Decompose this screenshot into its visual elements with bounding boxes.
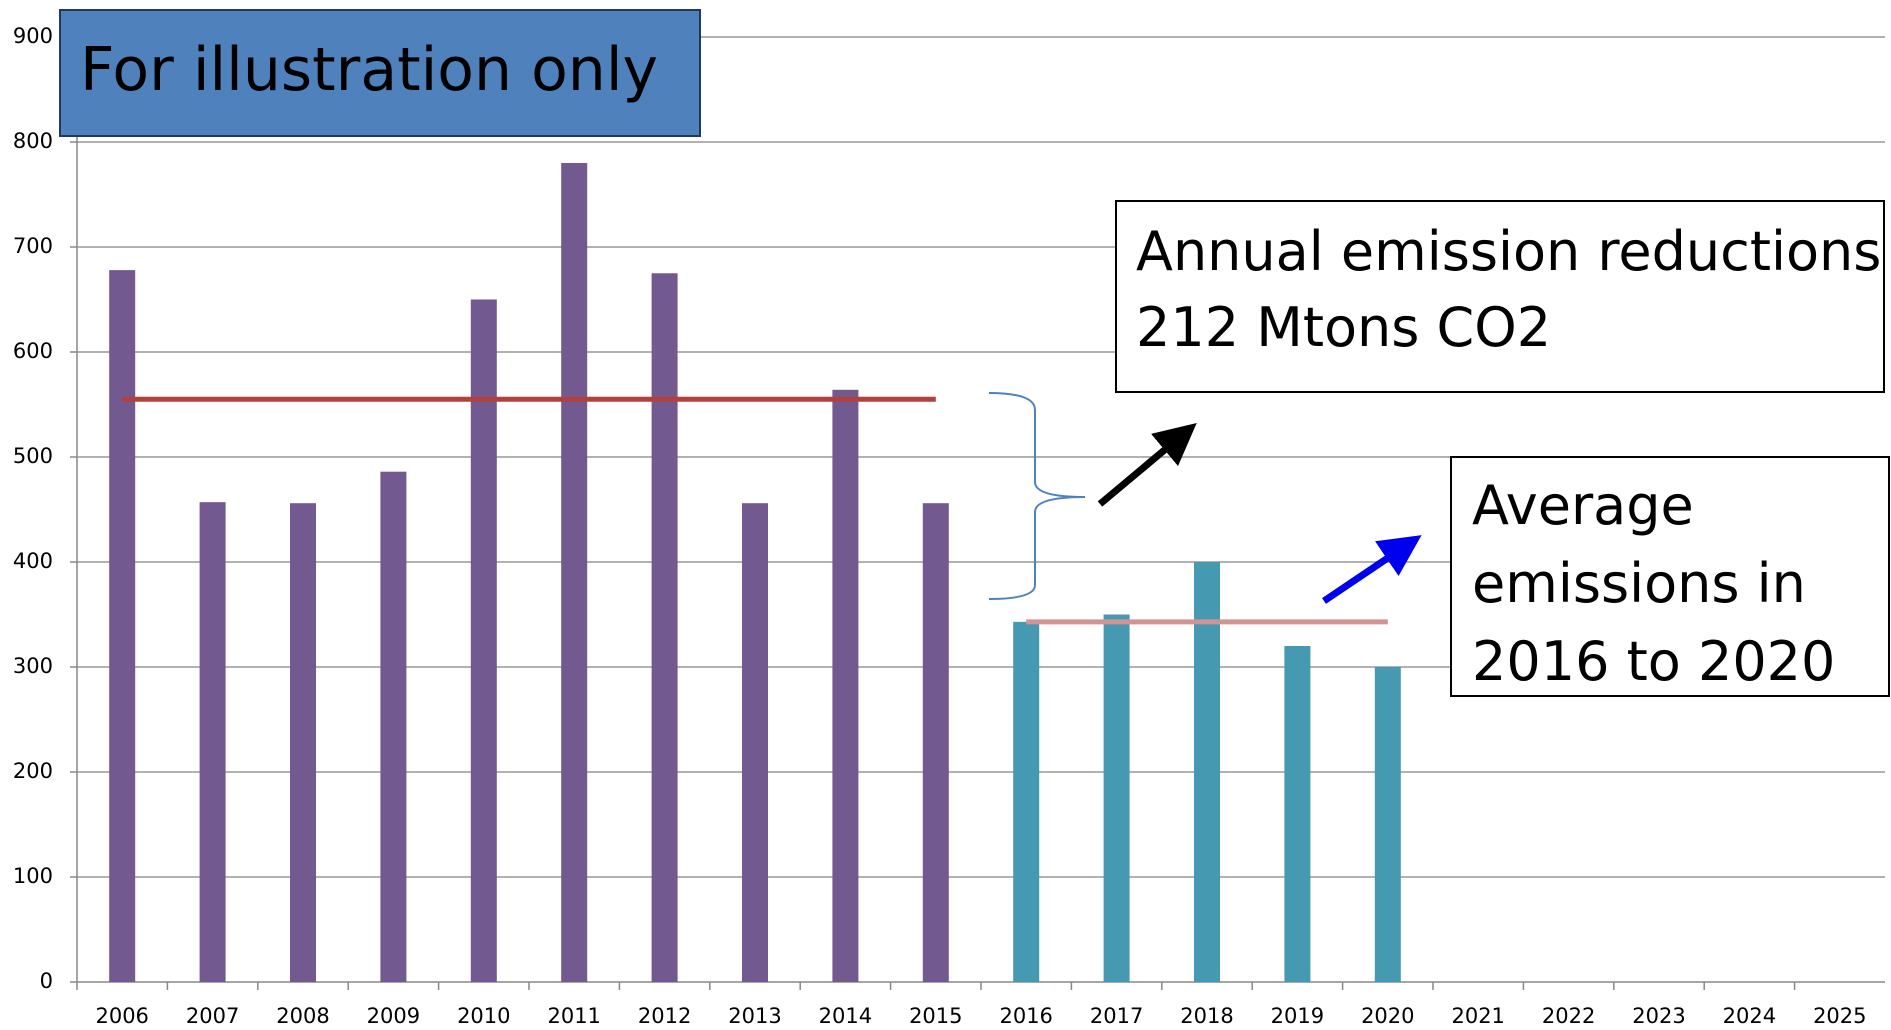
y-tick-label: 500: [13, 444, 53, 468]
annotation-text: Average: [1472, 474, 1694, 537]
y-tick-label: 300: [13, 654, 53, 678]
x-tick-label: 2006: [95, 1004, 148, 1028]
bar: [561, 163, 588, 982]
bar: [742, 503, 768, 982]
x-tick-label: 2009: [367, 1004, 420, 1028]
y-tick-label: 800: [13, 129, 53, 153]
y-tick-label: 900: [13, 24, 53, 48]
bar: [1013, 621, 1040, 982]
x-tick-label: 2019: [1271, 1004, 1324, 1028]
y-tick-label: 100: [13, 864, 53, 888]
x-tick-label: 2010: [457, 1004, 510, 1028]
bar: [1374, 667, 1401, 982]
x-tick-label: 2023: [1632, 1004, 1685, 1028]
x-tick-label: 2016: [999, 1004, 1052, 1028]
bar: [380, 471, 407, 982]
y-tick-label: 700: [13, 234, 53, 258]
bar: [832, 389, 859, 982]
bar: [109, 270, 136, 983]
x-tick-label: 2014: [819, 1004, 872, 1028]
bar: [470, 299, 497, 982]
arrow: [1322, 535, 1422, 604]
x-tick-label: 2024: [1723, 1004, 1776, 1028]
arrow: [1097, 423, 1197, 507]
annotation-text: emissions in: [1472, 552, 1806, 615]
x-tick-label: 2018: [1180, 1004, 1233, 1028]
x-tick-label: 2007: [186, 1004, 239, 1028]
annotation-text: 212 Mtons CO2: [1136, 296, 1551, 359]
bar: [1103, 614, 1130, 982]
y-tick-label: 600: [13, 339, 53, 363]
bar: [199, 502, 226, 982]
x-tick-label: 2015: [909, 1004, 962, 1028]
bar: [922, 503, 949, 982]
x-tick-label: 2008: [276, 1004, 329, 1028]
y-tick-label: 200: [13, 759, 53, 783]
annotation-box: [1450, 456, 1890, 697]
x-tick-label: 2021: [1451, 1004, 1504, 1028]
x-tick-label: 2013: [728, 1004, 781, 1028]
x-tick-label: 2025: [1813, 1004, 1866, 1028]
annotation-text: 2016 to 2020: [1472, 630, 1835, 693]
bar: [1194, 562, 1220, 982]
x-tick-label: 2022: [1542, 1004, 1595, 1028]
y-tick-label: 400: [13, 549, 53, 573]
chart-title: For illustration only: [80, 35, 658, 105]
annotation-text: Annual emission reductions: [1136, 220, 1881, 283]
brace: [988, 392, 1086, 600]
x-tick-label: 2012: [638, 1004, 691, 1028]
x-tick-label: 2017: [1090, 1004, 1143, 1028]
y-tick-label: 0: [40, 969, 53, 993]
x-tick-label: 2020: [1361, 1004, 1414, 1028]
bar: [651, 273, 678, 982]
x-tick-label: 2011: [547, 1004, 600, 1028]
annotation-box: [1115, 200, 1885, 393]
title-box: [59, 9, 701, 137]
bar: [1284, 646, 1311, 982]
bar: [290, 503, 316, 982]
